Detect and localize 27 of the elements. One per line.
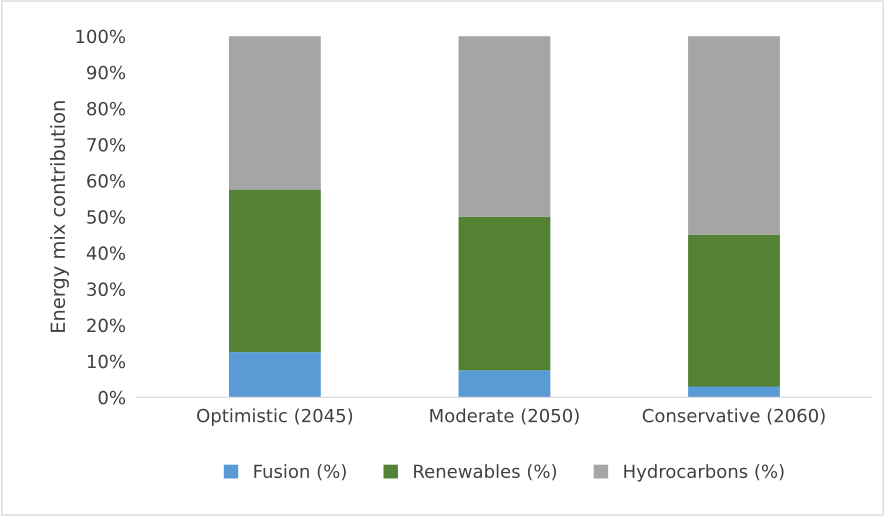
y-tick-label: 60%	[87, 174, 126, 188]
y-tick-label: 90%	[87, 66, 126, 80]
y-tick-label: 40%	[86, 246, 126, 260]
y-tick-label: 30%	[87, 282, 126, 296]
x-tick-label: Moderate (2050)	[430, 408, 579, 425]
bar	[228, 36, 321, 190]
legend-label: Fusion (%)	[254, 464, 346, 480]
y-tick-label: 100%	[76, 30, 126, 44]
bar	[228, 190, 321, 352]
y-axis-title: Energy mix contribution	[50, 101, 69, 332]
y-tick-label: 80%	[87, 102, 126, 116]
x-tick-label: Conservative (2060)	[642, 408, 825, 425]
legend-label: Hydrocarbons (%)	[624, 464, 784, 482]
y-tick-label: 0%	[98, 390, 126, 404]
bar	[458, 36, 550, 217]
y-tick-label: 10%	[88, 354, 126, 368]
y-tick-label: 50%	[87, 210, 126, 224]
x-tick-label: Optimistic (2045)	[197, 408, 352, 426]
bar	[688, 234, 780, 386]
bar	[688, 386, 780, 398]
legend-label: Renewables (%)	[414, 464, 556, 480]
bar	[458, 370, 550, 398]
bar	[688, 36, 780, 235]
y-tick-label: 70%	[87, 138, 126, 152]
bar	[228, 352, 321, 398]
bar	[458, 216, 550, 370]
y-tick-label: 20%	[87, 318, 126, 332]
